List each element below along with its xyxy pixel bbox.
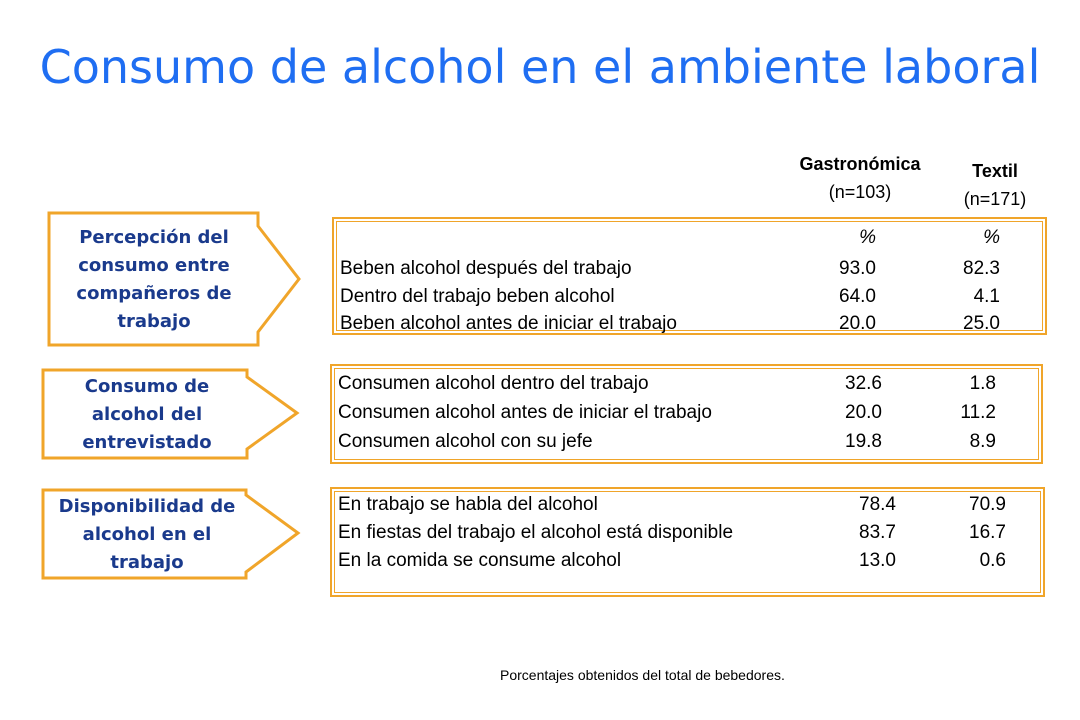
footnote: Porcentajes obtenidos del total de bebed…: [500, 667, 785, 683]
row-label: En la comida se consume alcohol: [338, 550, 622, 571]
row-value-gastronomica: 78.4: [859, 494, 896, 515]
section-arrow-consumo: [40, 367, 340, 462]
column-header-gastronomica: Gastronómica (n=103): [770, 150, 950, 206]
data-panel-percepcion: [332, 217, 1047, 335]
row-value-gastronomica: 83.7: [859, 522, 896, 543]
row-value-textil: 4.1: [973, 286, 1000, 307]
row-label: Dentro del trabajo beben alcohol: [340, 286, 615, 307]
row-label: En fiestas del trabajo el alcohol está d…: [338, 522, 734, 543]
section-label: Disponibilidad de alcohol en el trabajo: [58, 496, 236, 573]
row-value-gastronomica: 64.0: [839, 286, 876, 307]
percent-header: %: [983, 227, 1000, 248]
row-label: Beben alcohol antes de iniciar el trabaj…: [340, 313, 677, 334]
row-value-textil: 8.9: [969, 431, 996, 452]
row-value-gastronomica: 20.0: [839, 313, 876, 334]
section-arrow-percepcion: [46, 210, 346, 348]
row-value-gastronomica: 19.8: [845, 431, 882, 452]
row-value-gastronomica: 93.0: [839, 258, 876, 279]
percent-header: %: [859, 227, 876, 248]
row-value-textil: 1.8: [969, 373, 996, 394]
column-sample-size: (n=103): [828, 182, 892, 202]
row-value-textil: 16.7: [969, 522, 1006, 543]
row-value-textil: 25.0: [963, 313, 1000, 334]
section-label: Consumo de alcohol del entrevistado: [82, 376, 212, 453]
page-title: Consumo de alcohol en el ambiente labora…: [39, 40, 1041, 94]
data-panel-consumo: [330, 364, 1043, 464]
column-header-textil: Textil (n=171): [940, 157, 1050, 213]
row-label: Consumen alcohol con su jefe: [338, 431, 593, 452]
column-name: Gastronómica: [799, 154, 921, 174]
data-panel-disponibilidad: [330, 487, 1045, 597]
row-label: Beben alcohol después del trabajo: [340, 258, 632, 279]
column-sample-size: (n=171): [963, 189, 1027, 209]
row-value-textil: 0.6: [979, 550, 1006, 571]
column-name: Textil: [972, 161, 1018, 181]
row-label: Consumen alcohol dentro del trabajo: [338, 373, 649, 394]
row-value-textil: 70.9: [969, 494, 1006, 515]
row-label: En trabajo se habla del alcohol: [338, 494, 598, 515]
section-label: Percepción del consumo entre compañeros …: [76, 227, 232, 332]
row-label: Consumen alcohol antes de iniciar el tra…: [338, 402, 712, 423]
row-value-gastronomica: 32.6: [845, 373, 882, 394]
row-value-textil: 11.2: [960, 402, 996, 423]
section-arrow-disponibilidad: [40, 487, 340, 582]
row-value-textil: 82.3: [963, 258, 1000, 279]
row-value-gastronomica: 13.0: [859, 550, 896, 571]
row-value-gastronomica: 20.0: [845, 402, 882, 423]
